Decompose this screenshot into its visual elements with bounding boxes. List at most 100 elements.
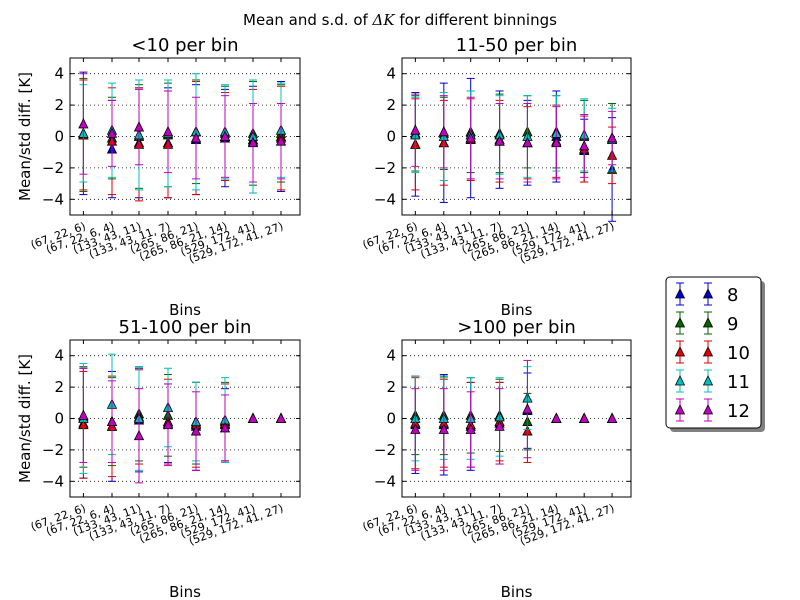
subplot-4: 420−2−4(67, 22, 6)(67, 22, 6, 4)(133, 43… [361,317,632,600]
legend-label: 9 [727,314,738,335]
data-point [606,132,618,143]
data-point [494,135,505,146]
data-point [106,127,118,138]
subplot-3: 420−2−4(67, 22, 6)(67, 22, 6, 4)(133, 43… [16,317,301,600]
y-tick-label: −4 [374,190,396,208]
y-tick-label: 2 [386,378,396,396]
data-point [465,132,476,143]
y-tick-label: −4 [42,472,64,490]
legend-marker [674,317,686,328]
y-axis-label: Mean/std diff. [K] [16,72,34,201]
x-axis-label: Bins [169,301,201,319]
series-12 [410,359,618,471]
data-point [438,423,449,434]
subplot-1: 420−2−4(67, 22, 6)(67, 22, 6, 4)(133, 43… [16,35,301,319]
y-tick-label: 4 [54,347,64,365]
legend-entry-11: 11 [674,369,750,393]
y-tick-label: 4 [386,347,396,365]
subplot-title: >100 per bin [457,317,576,338]
series-12 [78,367,287,484]
data-point [162,125,174,137]
y-tick-label: 2 [54,378,64,396]
data-point [247,412,259,423]
series-11 [78,353,287,474]
legend-label: 8 [727,285,738,306]
legend-marker [702,404,714,415]
legend-entry-8: 8 [674,282,738,306]
legend-marker [674,404,686,415]
x-axis-label: Bins [501,583,533,600]
data-point [275,135,287,146]
y-tick-label: 0 [54,128,64,146]
data-point [494,420,505,431]
axes-frame [69,339,301,498]
data-point [579,412,590,423]
legend-marker [674,375,686,386]
subplot-title: 11-50 per bin [456,35,577,56]
data-point [465,423,476,434]
data-point [551,412,562,423]
data-point [190,132,202,143]
legend-entry-12: 12 [674,398,750,422]
legend-label: 11 [727,372,750,393]
subplot-title: <10 per bin [131,35,238,56]
legend-label: 10 [727,343,750,364]
data-point [275,412,287,423]
data-point [606,412,618,423]
y-tick-label: −2 [374,441,396,459]
y-tick-label: 2 [54,96,64,114]
data-point [133,429,145,441]
series-9 [410,375,618,456]
x-axis-label: Bins [169,583,201,600]
data-point [219,130,231,141]
y-tick-label: −2 [42,159,64,177]
subplot-title: 51-100 per bin [119,317,252,338]
y-tick-label: −4 [374,472,396,490]
y-tick-label: −4 [42,190,64,208]
axes-frame [401,339,632,498]
legend-marker [702,288,714,299]
y-tick-label: 4 [386,65,396,83]
figure-title: Mean and s.d. of ΔK for different binnin… [243,11,557,29]
legend-marker [674,288,686,299]
y-tick-label: −2 [374,159,396,177]
data-point [78,409,89,420]
legend-marker [674,346,686,357]
y-tick-label: 4 [54,65,64,83]
data-point [522,403,533,414]
data-point [551,136,562,148]
legend-marker [702,375,714,386]
data-point [247,136,259,148]
y-tick-label: 2 [386,96,396,114]
data-point [78,118,89,129]
data-point [162,418,174,430]
data-point [438,125,449,137]
data-point [579,140,590,151]
legend-entry-9: 9 [674,311,738,335]
data-point [410,423,421,434]
data-point [219,422,231,433]
y-tick-label: −2 [42,441,64,459]
legend-label: 12 [727,401,750,422]
data-point [410,124,421,135]
y-axis-label: Mean/std diff. [K] [16,354,34,483]
data-point [133,121,145,132]
subplot-grid: 420−2−4(67, 22, 6)(67, 22, 6, 4)(133, 43… [16,35,632,600]
data-point [190,425,202,436]
legend-marker [702,346,714,357]
legend-marker [702,317,714,328]
data-point [106,415,118,427]
legend-entry-10: 10 [674,340,750,364]
axes-frame [69,57,301,216]
y-tick-label: 0 [54,410,64,428]
legend-box [665,276,762,429]
legend: 8 9 10 11 12 [665,276,765,432]
subplot-2: 420−2−4(67, 22, 6)(67, 22, 6, 4)(133, 43… [361,35,632,319]
series-12 [78,73,287,183]
x-axis-label: Bins [501,301,533,319]
y-tick-label: 0 [386,128,396,146]
data-point [522,136,533,148]
y-tick-label: 0 [386,410,396,428]
